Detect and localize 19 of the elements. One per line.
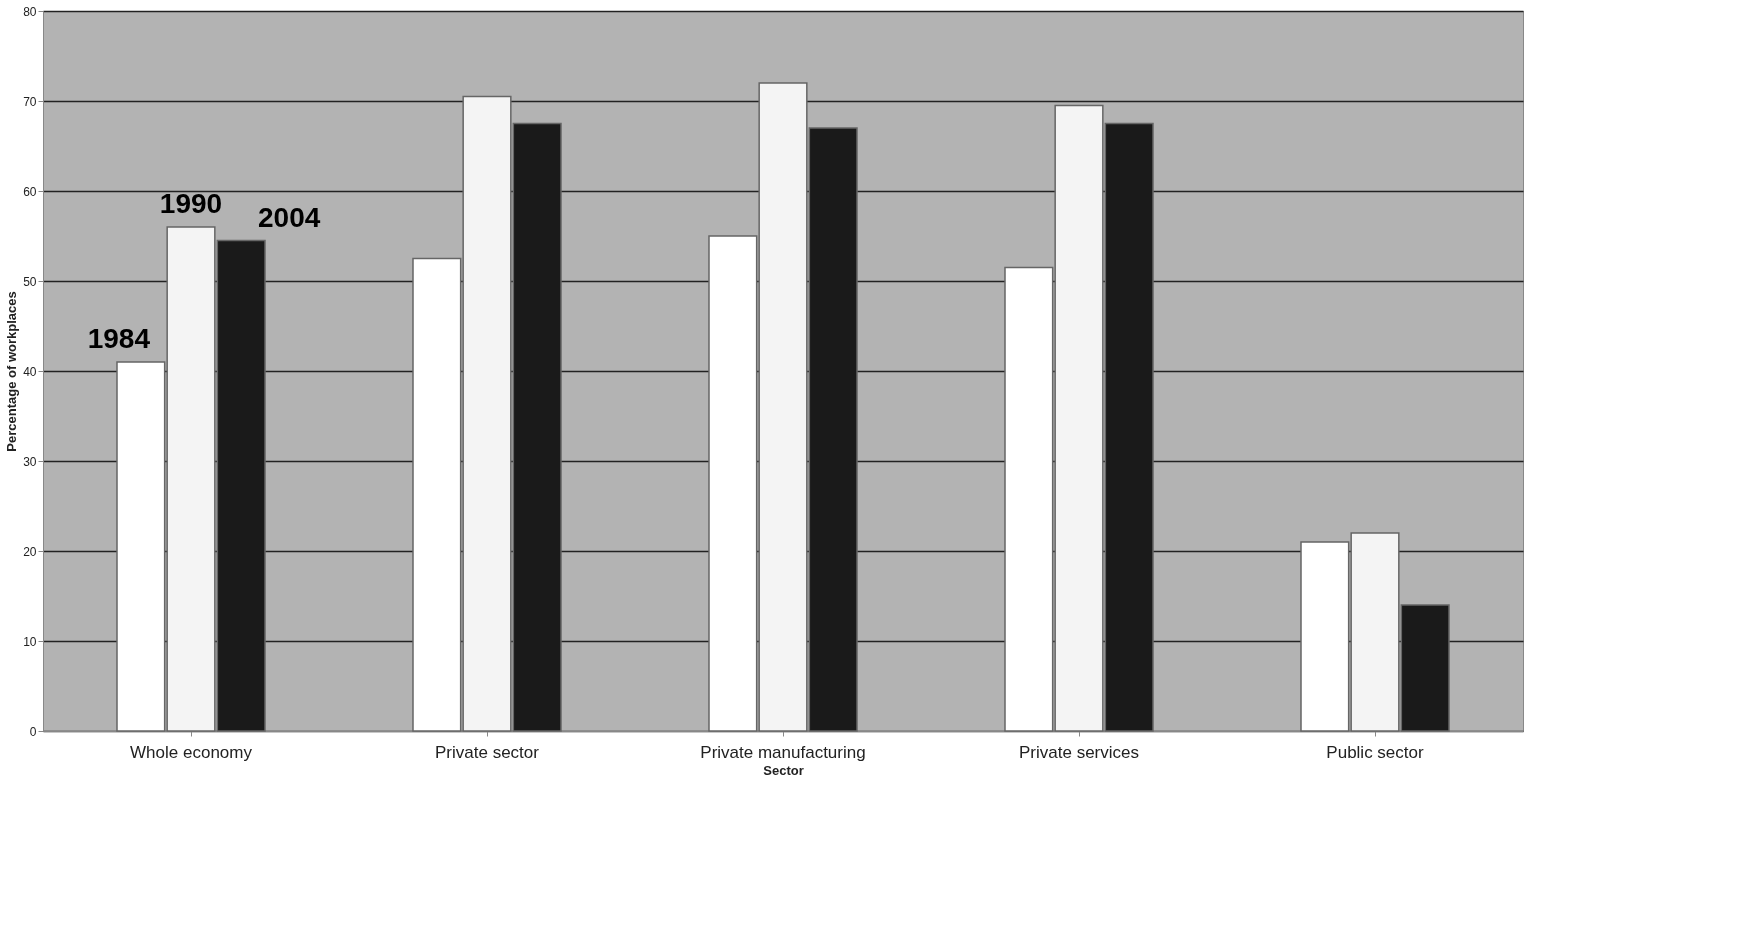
y-tick-label: 40	[23, 364, 37, 379]
y-axis-title: Percentage of workplaces	[4, 291, 20, 452]
series-label: 1984	[87, 323, 151, 354]
x-tick-label: Whole economy	[130, 742, 253, 762]
y-tick-label: 70	[23, 94, 37, 109]
y-tick-label: 20	[23, 544, 37, 559]
x-tick-label: Private manufacturing	[700, 742, 866, 762]
y-tick-label: 0	[29, 724, 37, 739]
y-tick-label: 50	[23, 274, 37, 289]
x-axis-title: Sector	[763, 762, 804, 778]
y-tick-label: 80	[23, 4, 37, 19]
y-tick-label: 60	[23, 184, 37, 199]
series-label: 1990	[159, 188, 223, 219]
series-label: 2004	[258, 201, 321, 233]
x-tick-label: Private services	[1019, 742, 1139, 762]
x-tick-label: Private sector	[435, 742, 540, 762]
y-tick-label: 30	[23, 454, 37, 469]
y-tick-label: 10	[23, 634, 37, 649]
x-tick-label: Public sector	[1326, 742, 1424, 762]
